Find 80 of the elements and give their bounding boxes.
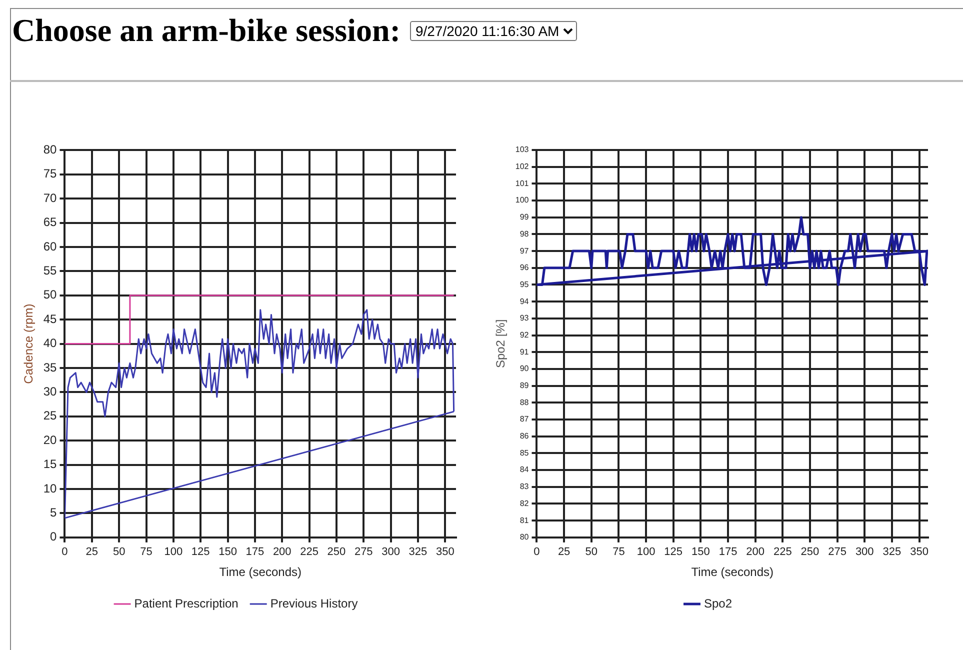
x-tick-label: 125 bbox=[191, 546, 210, 558]
y-tick-label: 30 bbox=[43, 384, 58, 399]
legend-label: Patient Prescription bbox=[134, 596, 238, 610]
x-tick-label: 250 bbox=[800, 546, 820, 558]
text: Choose an arm-bike session: bbox=[12, 12, 400, 49]
x-tick-label: 200 bbox=[272, 546, 292, 558]
y-tick-label: 87 bbox=[520, 414, 530, 424]
y-tick-label: 97 bbox=[520, 246, 530, 256]
x-tick-label: 225 bbox=[300, 546, 318, 558]
x-tick-label: 175 bbox=[718, 546, 738, 558]
y-tick-label: 89 bbox=[520, 381, 530, 390]
x-tick-label: 150 bbox=[692, 546, 710, 558]
x-tick-label: 0 bbox=[62, 546, 68, 558]
x-tick-label: 25 bbox=[558, 546, 570, 558]
x-tick-label: 150 bbox=[218, 546, 237, 558]
y-tick-label: 81 bbox=[520, 516, 530, 525]
x-tick-label: 100 bbox=[164, 546, 183, 558]
x-tick-label: 75 bbox=[612, 546, 625, 558]
y-tick-label: 102 bbox=[515, 162, 530, 172]
y-tick-label: 45 bbox=[43, 312, 58, 326]
y-tick-label: 40 bbox=[43, 336, 58, 350]
legend-label: Spo2 bbox=[704, 596, 732, 610]
y-tick-label: 96 bbox=[520, 263, 530, 272]
y-tick-label: 90 bbox=[520, 364, 530, 374]
y-tick-label: 101 bbox=[515, 178, 530, 188]
y-tick-label: 50 bbox=[43, 288, 58, 302]
x-tick-label: 75 bbox=[140, 546, 152, 558]
x-tick-label: 350 bbox=[436, 546, 454, 558]
x-tick-label: 100 bbox=[636, 546, 656, 558]
y-tick-label: 94 bbox=[520, 296, 530, 306]
y-tick-label: 5 bbox=[50, 506, 58, 520]
y-tick-label: 60 bbox=[43, 239, 58, 254]
y-tick-label: 20 bbox=[43, 432, 58, 447]
y-tick-label: 92 bbox=[520, 330, 530, 340]
x-axis-title: Time (seconds) bbox=[219, 565, 302, 580]
y-tick-label: 98 bbox=[520, 229, 530, 238]
y-tick-label: 100 bbox=[515, 196, 530, 205]
y-tick-label: 80 bbox=[43, 142, 58, 157]
x-tick-label: 275 bbox=[828, 546, 846, 558]
x-tick-label: 300 bbox=[855, 546, 874, 558]
x-tick-label: 50 bbox=[585, 546, 598, 558]
y-tick-label: 0 bbox=[50, 530, 58, 544]
x-tick-label: 50 bbox=[112, 546, 126, 558]
y-tick-label: 86 bbox=[520, 432, 530, 441]
y-tick-label: 84 bbox=[520, 465, 530, 474]
x-axis-title: Time (seconds) bbox=[691, 565, 774, 580]
y-tick-label: 65 bbox=[43, 215, 58, 230]
y-tick-label: 99 bbox=[520, 212, 530, 222]
y-axis-title: Spo2 [%] bbox=[494, 319, 508, 368]
y-tick-label: 82 bbox=[520, 498, 530, 508]
x-tick-label: 325 bbox=[408, 546, 428, 558]
y-tick-label: 55 bbox=[43, 264, 58, 278]
y-tick-label: 91 bbox=[520, 347, 530, 356]
y-tick-label: 83 bbox=[520, 482, 530, 492]
x-tick-label: 25 bbox=[86, 546, 98, 558]
y-tick-label: 85 bbox=[520, 448, 530, 458]
y-tick-label: 75 bbox=[43, 166, 58, 181]
x-tick-label: 300 bbox=[382, 546, 400, 558]
session-dropdown: 9/27/2020 11:16:30 AM bbox=[410, 20, 578, 40]
y-tick-label: 95 bbox=[520, 280, 530, 289]
y-tick-label: 88 bbox=[520, 398, 530, 407]
x-tick-label: 350 bbox=[910, 546, 928, 558]
y-tick-label: 80 bbox=[520, 532, 530, 542]
x-tick-label: 175 bbox=[246, 546, 264, 558]
x-tick-label: 125 bbox=[664, 546, 683, 558]
x-tick-label: 275 bbox=[354, 546, 373, 558]
x-tick-label: 200 bbox=[746, 546, 765, 558]
y-tick-label: 15 bbox=[43, 457, 58, 472]
y-axis-title: Cadence (rpm) bbox=[22, 304, 36, 384]
x-tick-label: 225 bbox=[773, 546, 792, 558]
y-tick-label: 35 bbox=[43, 360, 58, 374]
y-tick-label: 10 bbox=[43, 481, 58, 496]
y-tick-label: 25 bbox=[43, 408, 58, 423]
x-tick-label: 325 bbox=[882, 546, 902, 558]
x-tick-label: 0 bbox=[534, 546, 540, 558]
y-tick-label: 70 bbox=[43, 190, 58, 205]
y-tick-label: 93 bbox=[520, 314, 530, 323]
legend-label: Previous History bbox=[270, 596, 358, 610]
x-tick-label: 250 bbox=[327, 546, 346, 558]
y-tick-label: 103 bbox=[515, 145, 530, 154]
